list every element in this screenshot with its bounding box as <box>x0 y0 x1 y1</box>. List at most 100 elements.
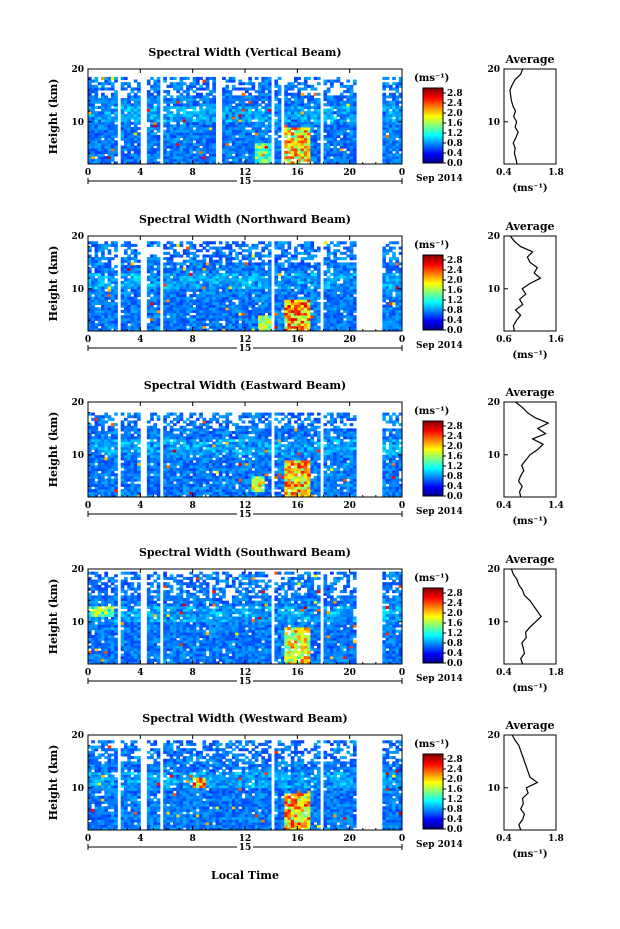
heatmap-cell <box>222 328 226 332</box>
heatmap-cell <box>182 325 187 329</box>
heatmap-cell <box>186 145 190 149</box>
heatmap-cell <box>179 156 184 160</box>
heatmap-cell <box>120 328 125 332</box>
heatmap-cell <box>179 304 184 308</box>
heatmap-cell <box>313 129 318 133</box>
heatmap-cell <box>91 436 95 440</box>
heatmap-cell <box>209 105 213 109</box>
heatmap-cell <box>254 105 259 109</box>
heatmap-cell <box>316 92 321 96</box>
heatmap-cell <box>336 161 341 165</box>
heatmap-cell <box>235 304 239 308</box>
heatmap-cell <box>156 105 161 109</box>
heatmap-cell <box>88 286 92 290</box>
heatmap-cell <box>163 124 167 128</box>
heatmap-cell <box>294 312 298 316</box>
heatmap-cell <box>398 299 403 303</box>
heatmap-cell <box>241 100 246 104</box>
heatmap-cell <box>349 317 354 321</box>
heatmap-cell <box>123 301 128 306</box>
heatmap-cell <box>222 76 226 80</box>
colorbar-band <box>423 141 443 144</box>
heatmap-cell <box>316 246 321 250</box>
heatmap-cell <box>228 140 233 144</box>
colorbar-band <box>423 310 443 312</box>
heatmap-cell <box>395 262 400 266</box>
heatmap-cell <box>173 82 177 86</box>
heatmap-cell <box>245 283 249 287</box>
heatmap-cell <box>97 100 102 104</box>
heatmap-cell <box>382 82 387 86</box>
heatmap-cell <box>264 129 269 133</box>
heatmap-cell <box>238 98 243 102</box>
heatmap-cell <box>264 309 269 313</box>
heatmap-cell <box>300 145 305 149</box>
heatmap-cell <box>91 98 95 102</box>
heatmap-cell <box>264 156 269 160</box>
heatmap-cell <box>388 315 393 319</box>
heatmap-cell <box>254 251 259 255</box>
heatmap-cell <box>212 275 216 279</box>
heatmap-cell <box>241 92 246 96</box>
heatmap-cell <box>176 278 180 282</box>
heatmap-cell <box>388 286 393 290</box>
heatmap-cell <box>336 294 341 298</box>
heatmap-cell <box>88 150 92 154</box>
colorbar-band <box>423 121 443 124</box>
heatmap-cell <box>163 257 167 261</box>
heatmap-cell <box>346 84 351 88</box>
heatmap-cell <box>398 95 403 99</box>
heatmap-cell <box>261 304 266 308</box>
heatmap-cell <box>150 317 154 321</box>
colorbar-band <box>423 110 443 113</box>
heatmap-cell <box>352 257 357 261</box>
heatmap-cell <box>169 82 174 86</box>
heatmap-cell <box>179 323 184 327</box>
heatmap-cell <box>303 272 308 276</box>
heatmap-cell <box>326 132 331 136</box>
heatmap-cell <box>91 286 95 290</box>
heatmap-cell <box>241 325 246 329</box>
colorbar-band <box>423 323 443 326</box>
heatmap-cell <box>176 317 180 321</box>
heatmap-cell <box>307 315 311 319</box>
heatmap-cell <box>104 270 109 274</box>
heatmap-cell <box>176 288 180 292</box>
heatmap-cell <box>316 137 321 141</box>
heatmap-cell <box>123 142 128 146</box>
heatmap-cell <box>280 283 285 287</box>
heatmap-cell <box>392 283 396 287</box>
heatmap-cell <box>192 294 197 298</box>
heatmap-cell <box>258 262 262 266</box>
heatmap-cell <box>195 317 200 321</box>
heatmap-cell <box>133 249 138 253</box>
heatmap-cell <box>91 417 95 421</box>
heatmap-cell <box>300 140 305 144</box>
heatmap-cell <box>146 309 151 313</box>
heatmap-cell <box>300 301 305 306</box>
heatmap-cell <box>150 140 154 144</box>
heatmap-cell <box>395 278 400 282</box>
heatmap-cell <box>385 286 390 290</box>
heatmap-cell <box>294 116 298 120</box>
heatmap-cell <box>261 320 266 324</box>
heatmap-cell <box>349 90 354 94</box>
heatmap-cell <box>398 270 403 274</box>
heatmap-cell <box>166 103 171 107</box>
heatmap-cell <box>97 267 102 271</box>
heatmap-cell <box>225 243 230 247</box>
heatmap-cell <box>127 132 131 136</box>
heatmap-cell <box>300 82 305 86</box>
heatmap-cell <box>310 134 315 139</box>
heatmap-cell <box>254 265 259 269</box>
heatmap-cell <box>179 145 184 149</box>
heatmap-cell <box>297 92 301 96</box>
heatmap-cell <box>395 286 400 290</box>
heatmap-cell <box>215 267 220 271</box>
heatmap-cell <box>254 100 259 104</box>
heatmap-cell <box>97 275 102 279</box>
heatmap-cell <box>104 315 109 319</box>
heatmap-cell <box>300 275 305 279</box>
heatmap-cell <box>277 309 282 313</box>
heatmap-cell <box>245 121 249 125</box>
